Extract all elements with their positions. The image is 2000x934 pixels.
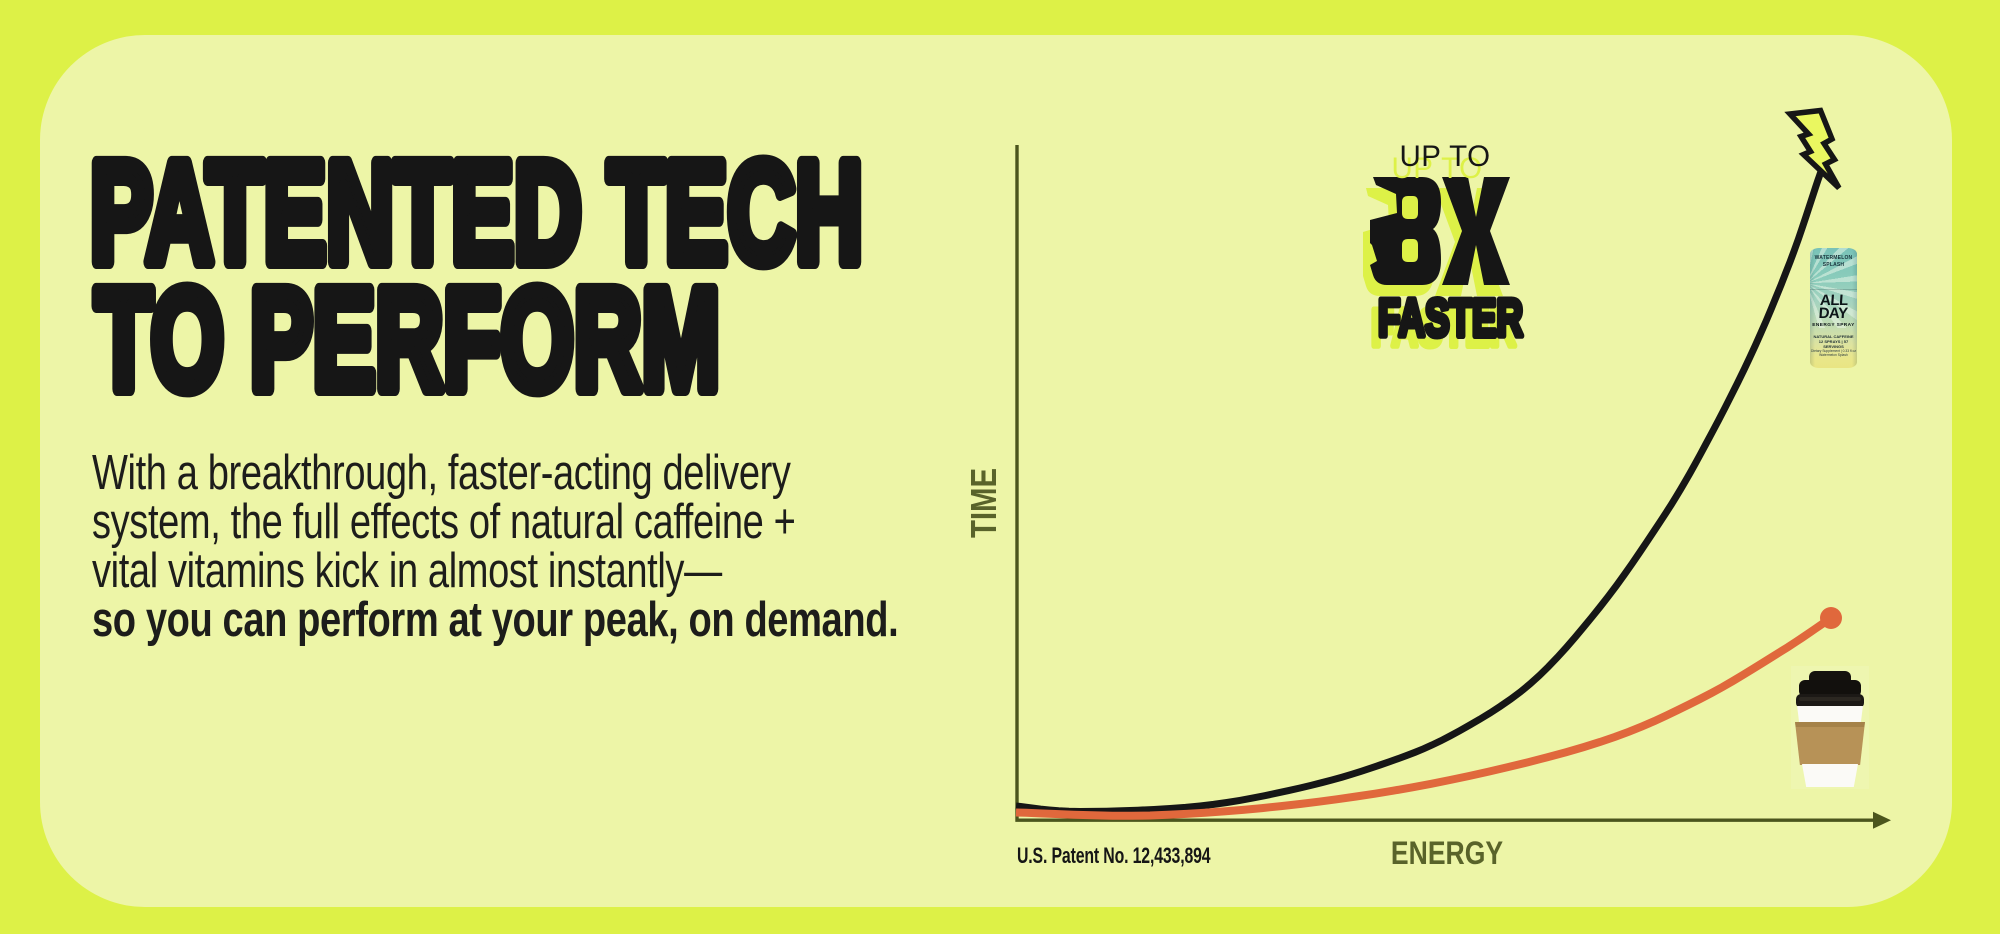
svg-text:FASTER: FASTER bbox=[1378, 289, 1523, 348]
svg-text:FASTER: FASTER bbox=[1371, 299, 1516, 358]
svg-text:PATENTED TECH: PATENTED TECH bbox=[90, 132, 863, 293]
svg-text:TO PERFORM: TO PERFORM bbox=[95, 259, 720, 420]
